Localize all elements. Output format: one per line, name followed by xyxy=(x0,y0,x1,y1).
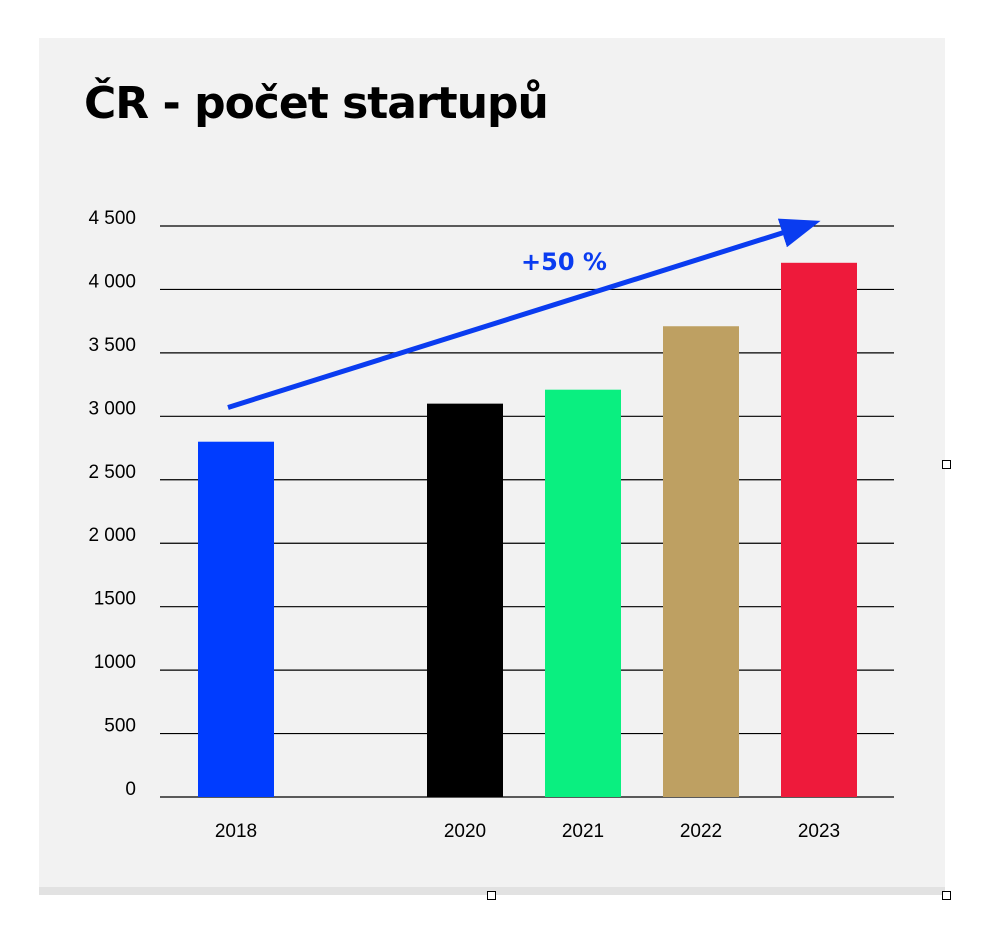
y-tick-label: 3 000 xyxy=(88,398,136,419)
bars xyxy=(198,262,857,797)
x-axis-ticks: 2018 2020 2021 2022 2023 xyxy=(215,821,840,842)
growth-arrow xyxy=(227,218,821,410)
y-tick-label: 3 500 xyxy=(88,335,136,356)
growth-label: +50 % xyxy=(521,248,607,276)
bar-2021 xyxy=(545,389,621,797)
x-tick-label: 2018 xyxy=(215,821,257,842)
y-tick-label: 0 xyxy=(125,779,136,800)
resize-handle-bottom[interactable] xyxy=(487,891,496,900)
x-tick-label: 2023 xyxy=(798,821,840,842)
y-tick-label: 4 000 xyxy=(88,271,136,292)
x-tick-label: 2021 xyxy=(562,821,604,842)
y-axis-ticks: 0 500 1000 1500 2 000 2 500 3 000 3 500 4 000 4 5… xyxy=(88,208,136,800)
growth-annotation: +50 % xyxy=(227,218,821,410)
bar-2022 xyxy=(663,326,739,797)
gridlines xyxy=(160,225,894,798)
chart-title: ČR - počet startupů xyxy=(84,78,549,129)
bar-2018 xyxy=(198,441,274,797)
y-tick-label: 1000 xyxy=(94,652,136,673)
y-tick-label: 1500 xyxy=(94,589,136,610)
x-tick-label: 2020 xyxy=(444,821,486,842)
y-tick-label: 500 xyxy=(104,716,136,737)
y-tick-label: 4 500 xyxy=(88,208,136,229)
x-tick-label: 2022 xyxy=(680,821,722,842)
y-tick-label: 2 000 xyxy=(88,525,136,546)
y-tick-label: 2 500 xyxy=(88,462,136,483)
resize-handle-right[interactable] xyxy=(942,460,951,469)
bar-2023 xyxy=(781,262,857,797)
resize-handle-bottom-right[interactable] xyxy=(942,891,951,900)
bar-2020 xyxy=(427,403,503,797)
